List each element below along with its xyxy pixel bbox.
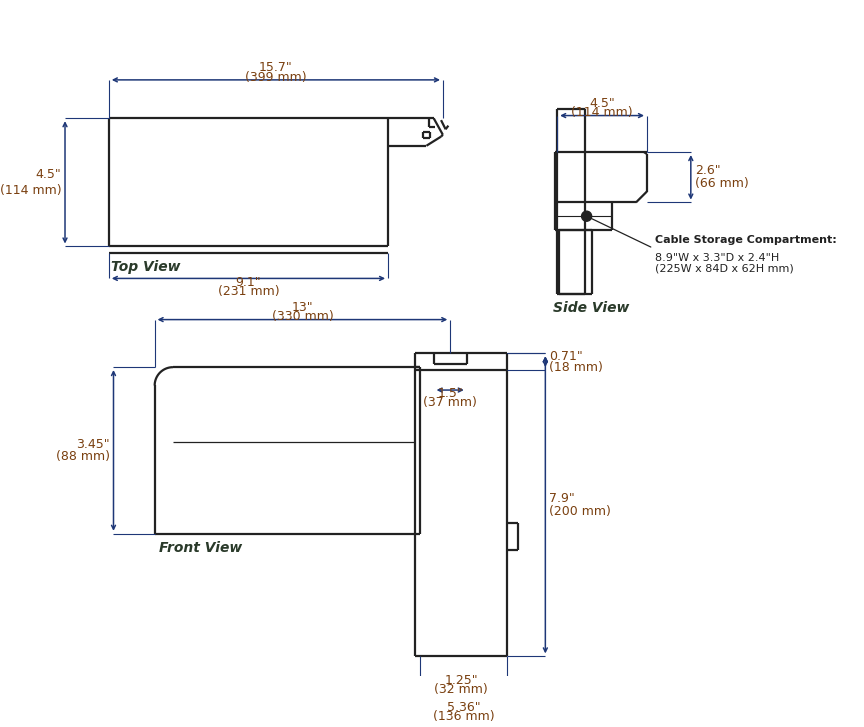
Text: (114 mm): (114 mm) (0, 184, 61, 197)
Text: Top View: Top View (111, 260, 181, 274)
Text: 2.6": 2.6" (696, 164, 721, 177)
Text: Side View: Side View (553, 301, 629, 316)
Circle shape (581, 211, 592, 221)
Text: Front View: Front View (159, 541, 243, 555)
Text: (66 mm): (66 mm) (696, 177, 749, 190)
Text: (399 mm): (399 mm) (245, 71, 307, 84)
Text: 4.5": 4.5" (589, 97, 615, 111)
Text: (200 mm): (200 mm) (549, 505, 611, 518)
Text: 4.5": 4.5" (35, 168, 61, 180)
Text: 1.5": 1.5" (437, 387, 463, 400)
Text: (18 mm): (18 mm) (549, 361, 603, 374)
Text: (32 mm): (32 mm) (435, 683, 488, 696)
Text: (37 mm): (37 mm) (423, 396, 477, 409)
Text: (88 mm): (88 mm) (56, 450, 110, 463)
Text: 3.45": 3.45" (76, 438, 110, 451)
Text: 5.36": 5.36" (447, 701, 480, 714)
Text: 13": 13" (292, 301, 314, 314)
Text: 8.9"W x 3.3"D x 2.4"H: 8.9"W x 3.3"D x 2.4"H (655, 253, 779, 262)
Text: (330 mm): (330 mm) (271, 310, 334, 324)
Text: 15.7": 15.7" (259, 62, 293, 74)
Text: (136 mm): (136 mm) (433, 710, 494, 723)
Text: 1.25": 1.25" (444, 674, 478, 686)
Text: 7.9": 7.9" (549, 492, 575, 505)
Text: (225W x 84D x 62H mm): (225W x 84D x 62H mm) (655, 264, 794, 274)
Text: 9.1": 9.1" (236, 276, 261, 289)
Text: 0.71": 0.71" (549, 350, 582, 363)
Text: (231 mm): (231 mm) (218, 285, 279, 298)
Text: Cable Storage Compartment:: Cable Storage Compartment: (655, 235, 837, 244)
Text: (114 mm): (114 mm) (571, 106, 633, 119)
